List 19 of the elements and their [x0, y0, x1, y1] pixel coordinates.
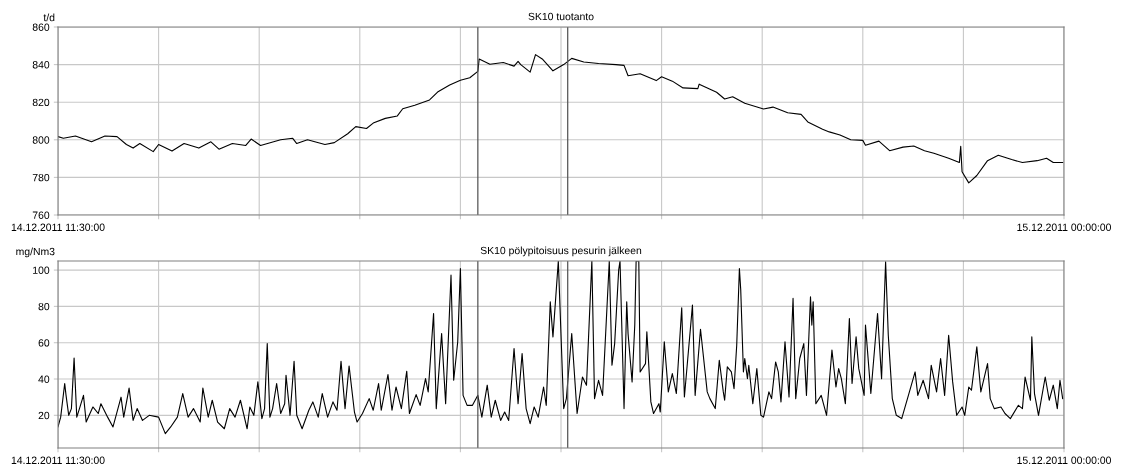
y-tick-label: 40 — [38, 375, 50, 383]
y-tick-label: 820 — [32, 98, 50, 107]
y-tick-label: 60 — [38, 339, 50, 347]
x-tick-label: 14.12.2011 11:30:00 — [11, 223, 105, 231]
y-tick-label: 800 — [32, 136, 50, 144]
y-tick-label: 760 — [32, 211, 50, 219]
x-tick-label: 14.12.2011 11:30:00 — [11, 456, 105, 464]
chart-title: SK10 pölypitoisuus pesurin jälkeen — [480, 246, 642, 257]
x-tick-label: 15.12.2011 00:00:00 — [1017, 456, 1111, 464]
y-axis-title: mg/Nm3 — [16, 247, 55, 258]
y-tick-label: 860 — [32, 23, 50, 31]
x-tick-label: 15.12.2011 00:00:00 — [1017, 223, 1111, 231]
chart-title: SK10 tuotanto — [528, 12, 594, 21]
y-tick-label: 840 — [32, 61, 50, 69]
y-tick-label: 20 — [38, 411, 50, 420]
y-tick-label: 80 — [38, 302, 50, 311]
y-tick-label: 100 — [33, 266, 50, 274]
y-axis-title: t/d — [43, 13, 55, 22]
y-tick-label: 780 — [32, 173, 50, 182]
